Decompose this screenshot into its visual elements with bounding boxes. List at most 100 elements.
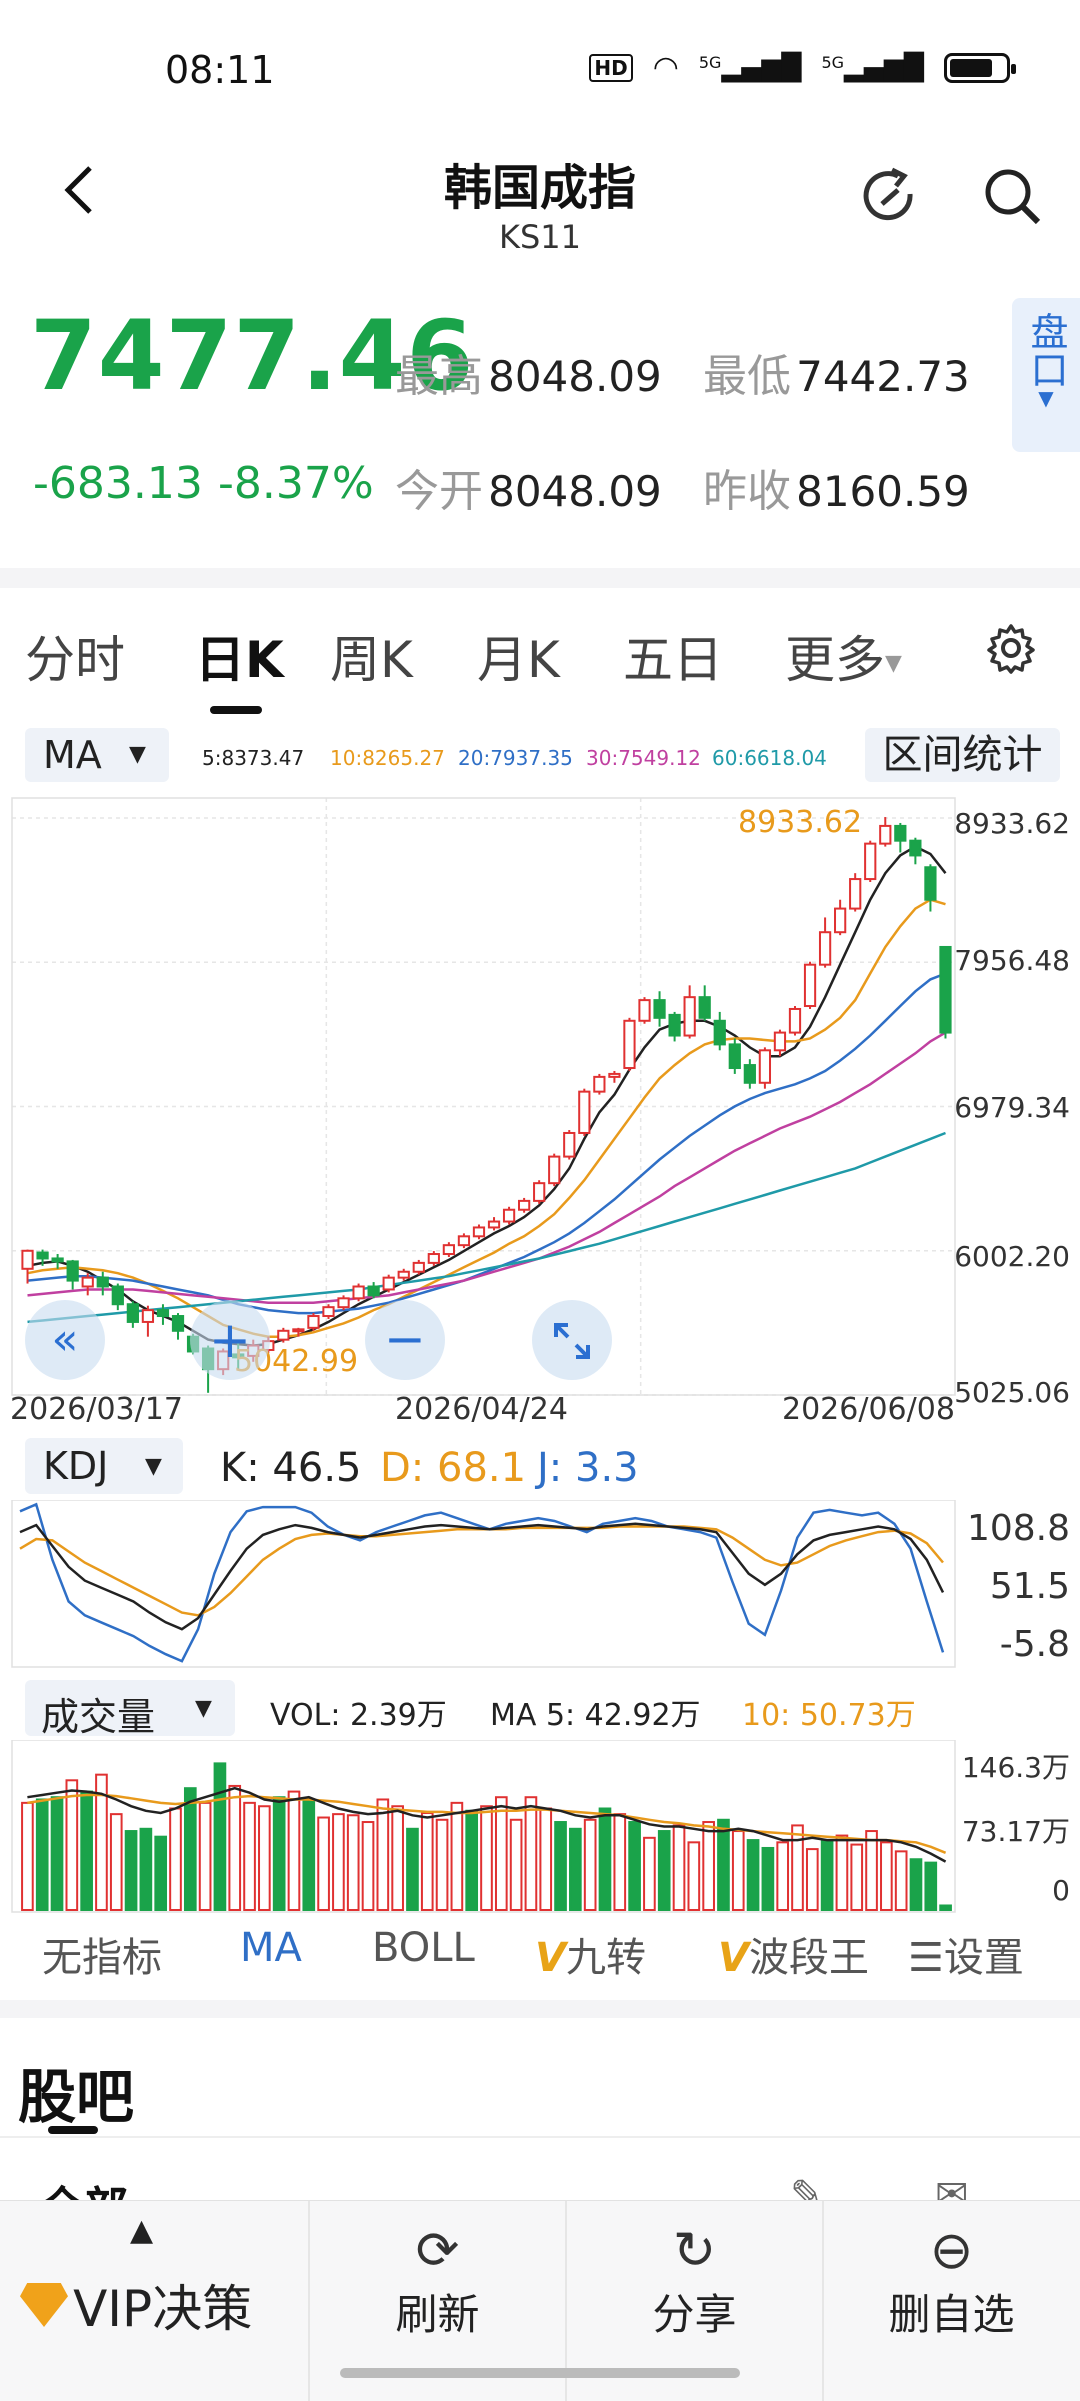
tab-daily-k[interactable]: 日K [195, 631, 284, 689]
refresh-button[interactable]: ⟳ 刷新 [310, 2221, 565, 2342]
candle-body [21, 1249, 34, 1270]
tab-intraday[interactable]: 分时 [25, 631, 125, 689]
candle-body [803, 963, 817, 1008]
low-value: 7442.73 [796, 352, 970, 401]
volume-bar [406, 1827, 419, 1911]
volume-bar [376, 1798, 390, 1911]
candle-body [683, 996, 696, 1037]
tab-five-day[interactable]: 五日 [623, 631, 723, 689]
tab-more[interactable]: 更多▼ [785, 620, 902, 692]
fullscreen-button[interactable] [532, 1300, 612, 1380]
candle [548, 1153, 561, 1187]
search-button[interactable] [980, 164, 1044, 232]
volume-selector[interactable]: 成交量 ▼ [25, 1680, 235, 1739]
volume-bar [791, 1824, 804, 1911]
candle-body [834, 907, 847, 934]
chart-frame [11, 1500, 956, 1668]
range-stats-button[interactable]: 区间统计 [865, 728, 1060, 782]
volume-bar [183, 1787, 197, 1911]
volume-bar [524, 1796, 538, 1911]
volume-bar [805, 1848, 819, 1912]
low-label: 最低 [703, 351, 791, 402]
order-book-label: 盘口 [1024, 312, 1068, 388]
volume-bar [361, 1821, 375, 1911]
candle [728, 1038, 741, 1074]
price-change-pct: -8.37% [218, 458, 374, 509]
indicator-settings[interactable]: ☰设置 [908, 1925, 1024, 1983]
volume-bar [287, 1790, 301, 1911]
remove-watchlist-button[interactable]: ⊖ 删自选 [824, 2221, 1079, 2342]
zoom-out-button[interactable]: − [365, 1300, 445, 1380]
volume-bar [450, 1801, 464, 1912]
tab-monthly-k[interactable]: 月K [477, 631, 560, 689]
volume-bar [939, 1904, 952, 1912]
candle [502, 1206, 516, 1225]
candle [21, 1249, 34, 1284]
x-tick-label: 2026/06/08 [782, 1392, 955, 1427]
candle-body [367, 1285, 380, 1297]
indicator-boll[interactable]: BOLL [372, 1925, 475, 1971]
kdj-y-tick: -5.8 [999, 1624, 1070, 1665]
candle [126, 1301, 139, 1328]
candle-body [593, 1075, 606, 1093]
zoom-in-button[interactable]: + [190, 1300, 270, 1380]
high-label: 最高 [395, 351, 483, 402]
indicator-ma[interactable]: MA [240, 1925, 302, 1971]
indicator-band-king[interactable]: V波段王 [718, 1925, 869, 1983]
chart-settings-button[interactable] [985, 622, 1037, 678]
scroll-left-button[interactable]: « [25, 1300, 105, 1380]
remove-watchlist-label: 删自选 [888, 2290, 1015, 2339]
candle-body [788, 1007, 802, 1034]
candle [849, 873, 862, 912]
candle-body [518, 1199, 531, 1211]
share-label: 分享 [652, 2290, 737, 2339]
candle [924, 864, 937, 912]
candle-body [337, 1297, 350, 1309]
candle [36, 1249, 49, 1266]
status-time: 08:11 [165, 48, 275, 92]
caret-down-icon: ▼ [885, 651, 902, 676]
home-indicator[interactable] [340, 2368, 740, 2378]
candle-body [322, 1306, 335, 1318]
price-change: -683.13 [33, 458, 203, 509]
volume-bar [35, 1798, 49, 1911]
back-button[interactable] [60, 160, 100, 220]
volume-bar [317, 1816, 330, 1911]
volume-bar [272, 1796, 286, 1911]
ma30-value: 30:7549.12 [586, 746, 701, 770]
order-book-tab[interactable]: 盘口 ▼ [1012, 298, 1080, 452]
signal-icon-2: 5G▂▄▆█ [821, 52, 924, 83]
indicator-nine-turn[interactable]: V九转 [535, 1925, 646, 1983]
ma-selector[interactable]: MA ▼ [25, 728, 169, 782]
candle [909, 837, 922, 865]
candle [638, 997, 651, 1024]
forum-title: 股吧 [18, 2063, 135, 2131]
volume-bar [672, 1824, 686, 1911]
volume-bar [228, 1784, 242, 1911]
share-button[interactable]: ↻ 分享 [567, 2221, 822, 2342]
candle-body [96, 1276, 109, 1288]
volume-bar [850, 1843, 864, 1911]
refresh-top-button[interactable] [858, 164, 922, 232]
indicator-none[interactable]: 无指标 [42, 1935, 162, 1981]
candle [834, 899, 847, 936]
candle [698, 985, 711, 1021]
candle-body [81, 1276, 94, 1288]
max-price-label: 8933.62 [738, 805, 863, 840]
candle [292, 1327, 305, 1337]
kdj-j-value: J: 3.3 [537, 1445, 639, 1491]
volume-bar [302, 1798, 316, 1911]
ma-line-ma10 [27, 898, 946, 1338]
candle [51, 1254, 64, 1269]
stock-code: KS11 [498, 218, 581, 256]
kdj-selector[interactable]: KDJ ▼ [25, 1438, 183, 1494]
prev-close-block: 昨收 8160.59 [703, 455, 970, 519]
candlestick-chart[interactable] [0, 790, 1080, 1440]
volume-selector-label: 成交量 [41, 1695, 156, 1739]
tab-weekly-k[interactable]: 周K [330, 631, 413, 689]
candle-body [533, 1182, 546, 1202]
vip-button[interactable]: VIP决策 [20, 2269, 252, 2341]
candle [307, 1313, 320, 1331]
volume-bar [391, 1805, 404, 1911]
candle-body [412, 1261, 425, 1273]
